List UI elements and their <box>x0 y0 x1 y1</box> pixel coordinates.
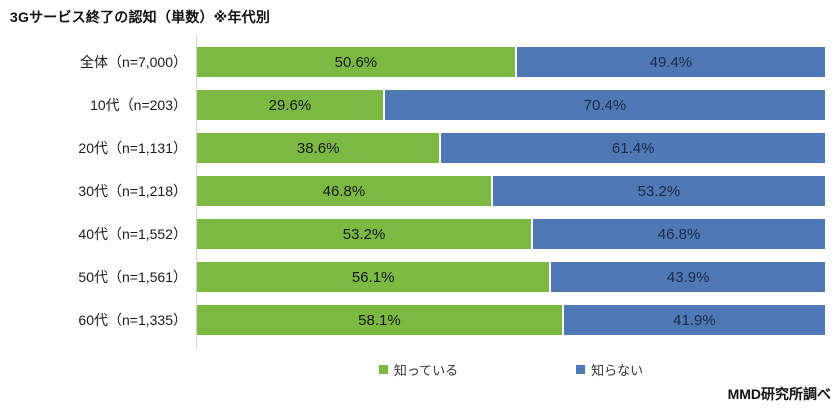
bar-segment-dont-know: 61.4% <box>441 133 825 163</box>
bar-segment-dont-know: 43.9% <box>551 262 825 292</box>
bar-value-label: 29.6% <box>268 96 312 114</box>
bar-row: 60代（n=1,335） 58.1% 41.9% <box>0 305 825 335</box>
bar-value-label: 43.9% <box>666 268 710 286</box>
bar-value-label: 41.9% <box>673 311 716 329</box>
bar-segment-know: 53.2% <box>197 219 532 249</box>
bar-segment-know: 58.1% <box>197 305 562 335</box>
bar-segment-dont-know: 70.4% <box>384 90 825 120</box>
bar-row: 30代（n=1,218） 46.8% 53.2% <box>0 176 825 206</box>
bar-value-label: 38.6% <box>296 139 340 157</box>
bar-rows: 全体（n=7,000） 50.6% 49.4% 10代（n=203） 29.6%… <box>0 47 825 335</box>
bar-segment-dont-know: 46.8% <box>533 219 825 249</box>
category-label: 60代（n=1,335） <box>78 312 187 328</box>
bar-row: 40代（n=1,552） 53.2% 46.8% <box>0 219 825 249</box>
category-label: 30代（n=1,218） <box>78 183 187 199</box>
bar-track: 46.8% 53.2% <box>197 176 825 206</box>
legend-label: 知らない <box>591 363 644 378</box>
y-axis-line <box>196 34 197 350</box>
bar-track: 29.6% 70.4% <box>197 90 825 120</box>
bar-value-label: 53.2% <box>637 182 681 200</box>
bar-segment-know: 38.6% <box>197 133 440 163</box>
category-label: 全体（n=7,000） <box>80 54 187 70</box>
chart-title: 3Gサービス終了の認知（単数）※年代別 <box>10 9 271 25</box>
legend: 知っている 知らない <box>197 360 825 379</box>
bar-segment-know: 46.8% <box>197 176 491 206</box>
bar-value-label: 50.6% <box>334 53 378 71</box>
category-label: 50代（n=1,561） <box>78 269 187 285</box>
bar-segment-know: 29.6% <box>197 90 383 120</box>
source-note: MMD研究所調べ <box>727 386 831 402</box>
bar-value-label: 56.1% <box>351 268 395 286</box>
bar-track: 56.1% 43.9% <box>197 262 825 292</box>
legend-item-dont-know: 知らない <box>576 360 643 379</box>
bar-track: 50.6% 49.4% <box>197 47 825 77</box>
bar-row: 50代（n=1,561） 56.1% 43.9% <box>0 262 825 292</box>
category-label: 40代（n=1,552） <box>78 226 187 242</box>
bar-value-label: 61.4% <box>611 139 655 157</box>
category-label: 10代（n=203） <box>90 97 187 113</box>
bar-row: 10代（n=203） 29.6% 70.4% <box>0 90 825 120</box>
bar-segment-dont-know: 41.9% <box>563 305 825 335</box>
bar-value-label: 49.4% <box>649 53 693 71</box>
legend-swatch-know-icon <box>378 365 388 374</box>
bar-value-label: 70.4% <box>583 96 627 114</box>
bar-value-label: 46.8% <box>322 182 366 200</box>
legend-label: 知っている <box>393 363 459 378</box>
bar-row: 全体（n=7,000） 50.6% 49.4% <box>0 47 825 77</box>
category-label: 20代（n=1,131） <box>78 140 187 156</box>
bar-segment-dont-know: 49.4% <box>516 47 825 77</box>
bar-track: 53.2% 46.8% <box>197 219 825 249</box>
bar-segment-dont-know: 53.2% <box>492 176 825 206</box>
bar-track: 58.1% 41.9% <box>197 305 825 335</box>
bar-value-label: 58.1% <box>358 311 401 329</box>
bar-row: 20代（n=1,131） 38.6% 61.4% <box>0 133 825 163</box>
bar-segment-know: 56.1% <box>197 262 550 292</box>
bar-value-label: 53.2% <box>342 225 386 243</box>
legend-item-know: 知っている <box>378 360 459 379</box>
bar-segment-know: 50.6% <box>197 47 515 77</box>
legend-swatch-dont-know-icon <box>576 365 586 374</box>
bar-value-label: 46.8% <box>657 225 701 243</box>
bar-track: 38.6% 61.4% <box>197 133 825 163</box>
